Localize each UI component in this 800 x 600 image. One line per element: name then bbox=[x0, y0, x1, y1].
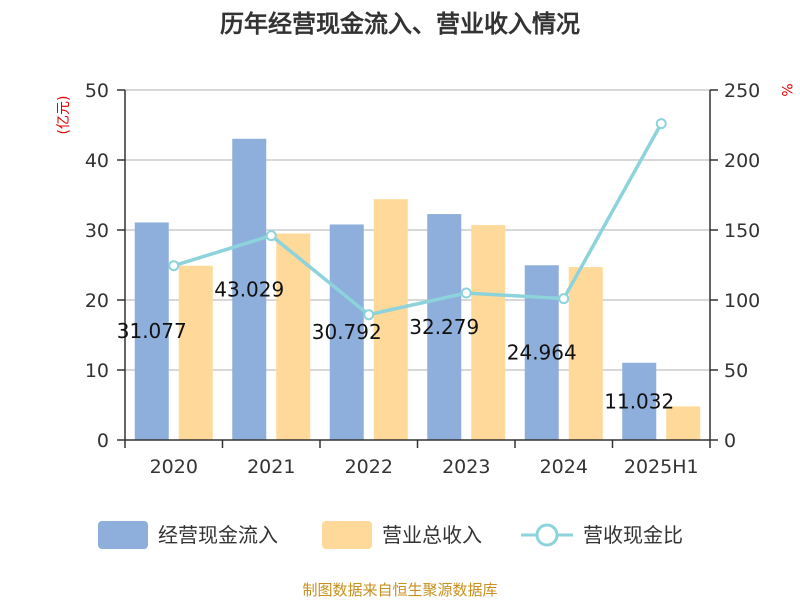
x-tick-label-2025H1: 2025H1 bbox=[624, 456, 699, 478]
ratio-point-2021 bbox=[265, 230, 277, 242]
data-label-2025H1: 11.032 bbox=[604, 389, 674, 413]
bar-revenue-2020 bbox=[178, 265, 213, 440]
axes: 0 10 20 30 40 50 0 50 100 150 200 250 2020 2021 2022 20… bbox=[85, 80, 760, 478]
left-tick-label: 20 bbox=[85, 290, 109, 312]
legend-label-revenue: 营业总收入 bbox=[382, 523, 482, 547]
bar-cash-inflow-2020 bbox=[134, 222, 169, 440]
ratio-line-path bbox=[173, 122, 663, 317]
bar-cash-inflow-2021 bbox=[232, 138, 267, 440]
data-label-2022: 30.792 bbox=[312, 320, 382, 344]
gridlines bbox=[125, 89, 710, 371]
source-note: 制图数据来自恒生聚源数据库 bbox=[302, 581, 497, 599]
chart-title: 历年经营现金流入、营业收入情况 bbox=[220, 10, 580, 38]
left-axis-unit: (亿元) bbox=[56, 96, 72, 135]
left-tick-label: 40 bbox=[85, 150, 109, 172]
ratio-point-2020 bbox=[168, 260, 180, 272]
right-tick-label: 150 bbox=[724, 220, 760, 242]
x-tick-label-2020: 2020 bbox=[150, 456, 198, 478]
bar-cash-inflow-2022 bbox=[329, 224, 364, 440]
right-tick-label: 0 bbox=[724, 430, 736, 452]
ratio-point-2025H1 bbox=[655, 118, 667, 130]
bar-revenue-2023 bbox=[471, 225, 506, 440]
bar-revenue-2025H1 bbox=[666, 406, 701, 440]
ratio-point-2024 bbox=[558, 293, 570, 305]
bar-revenue-2024 bbox=[568, 267, 603, 440]
legend-label-cash-inflow: 经营现金流入 bbox=[158, 523, 278, 547]
x-tick-label-2022: 2022 bbox=[345, 456, 393, 478]
data-labels: 31.077 43.029 30.792 32.279 24.964 11.032 bbox=[117, 277, 674, 413]
legend: 经营现金流入 营业总收入 营收现金比 bbox=[98, 521, 683, 549]
right-tick-label: 250 bbox=[724, 80, 760, 102]
ratio-point-2022 bbox=[363, 309, 375, 321]
data-label-2024: 24.964 bbox=[507, 341, 577, 365]
bars bbox=[134, 138, 701, 440]
ratio-line bbox=[168, 118, 667, 321]
x-tick-label-2024: 2024 bbox=[540, 456, 588, 478]
legend-swatch-cash-inflow bbox=[98, 521, 148, 549]
legend-swatch-revenue bbox=[322, 521, 372, 549]
left-tick-label: 30 bbox=[85, 220, 109, 242]
bar-cash-inflow-2023 bbox=[427, 214, 462, 440]
bar-revenue-2022 bbox=[373, 199, 408, 440]
data-label-2021: 43.029 bbox=[214, 277, 284, 301]
x-tick-label-2021: 2021 bbox=[247, 456, 295, 478]
bar-cash-inflow-2024 bbox=[524, 265, 559, 440]
left-tick-label: 50 bbox=[85, 80, 109, 102]
right-tick-label: 50 bbox=[724, 360, 748, 382]
bar-revenue-2021 bbox=[276, 233, 311, 440]
left-tick-label: 10 bbox=[85, 360, 109, 382]
right-axis-unit: % bbox=[778, 83, 794, 96]
data-label-2020: 31.077 bbox=[117, 319, 187, 343]
right-tick-label: 200 bbox=[724, 150, 760, 172]
left-tick-label: 0 bbox=[97, 430, 109, 452]
right-tick-label: 100 bbox=[724, 290, 760, 312]
x-tick-label-2023: 2023 bbox=[442, 456, 490, 478]
bar-cash-inflow-2025H1 bbox=[622, 362, 657, 440]
legend-marker-ratio bbox=[535, 523, 559, 547]
legend-label-ratio: 营收现金比 bbox=[583, 523, 683, 547]
data-label-2023: 32.279 bbox=[409, 315, 479, 339]
ratio-point-2023 bbox=[460, 287, 472, 299]
